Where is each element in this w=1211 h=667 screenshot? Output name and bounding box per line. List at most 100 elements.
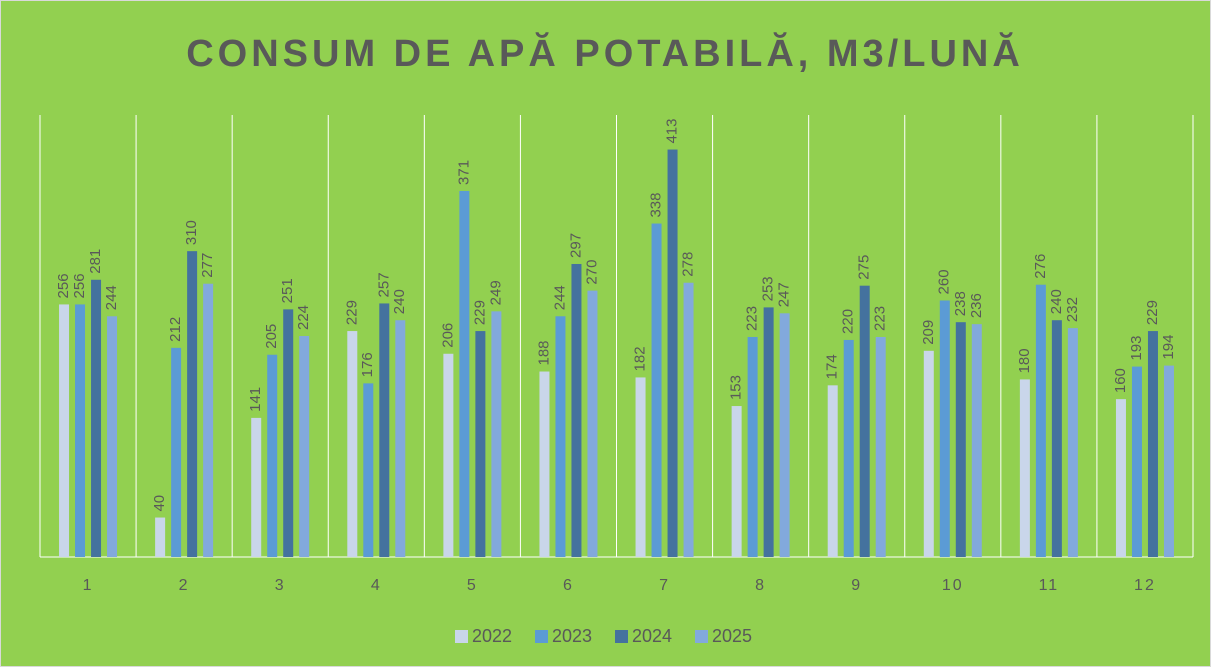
data-label: 270 bbox=[583, 260, 600, 285]
data-label: 413 bbox=[664, 119, 681, 144]
bar bbox=[187, 251, 198, 557]
data-label: 223 bbox=[744, 306, 761, 331]
data-label: 256 bbox=[55, 273, 72, 298]
data-label: 209 bbox=[920, 320, 937, 345]
legend-swatch bbox=[695, 630, 708, 643]
x-tick-label: 9 bbox=[851, 577, 862, 594]
bar bbox=[299, 336, 310, 557]
data-label: 297 bbox=[567, 233, 584, 258]
bar bbox=[1147, 331, 1158, 557]
bar bbox=[1019, 379, 1030, 557]
data-label: 188 bbox=[535, 340, 552, 365]
legend-label: 2024 bbox=[632, 626, 672, 646]
data-label: 247 bbox=[776, 282, 793, 307]
bar bbox=[731, 406, 742, 557]
data-label: 371 bbox=[455, 160, 472, 185]
x-tick-label: 6 bbox=[563, 577, 574, 594]
bar bbox=[971, 324, 982, 557]
data-label: 212 bbox=[167, 317, 184, 342]
data-label: 338 bbox=[648, 192, 665, 217]
bar bbox=[587, 290, 598, 557]
bar bbox=[635, 377, 646, 557]
data-label: 223 bbox=[872, 306, 889, 331]
bar bbox=[747, 336, 758, 557]
bar bbox=[1035, 284, 1046, 557]
bar bbox=[347, 331, 358, 557]
data-label: 180 bbox=[1016, 348, 1033, 373]
data-label: 224 bbox=[295, 305, 312, 330]
chart-title: CONSUM DE APĂ POTABILĂ, M3/LUNĂ bbox=[186, 31, 1024, 75]
x-tick-label: 8 bbox=[755, 577, 766, 594]
x-tick-label: 1 bbox=[83, 577, 94, 594]
data-label: 160 bbox=[1112, 368, 1129, 393]
data-label: 281 bbox=[87, 249, 104, 274]
data-label: 205 bbox=[263, 324, 280, 349]
bar bbox=[379, 303, 390, 557]
data-label: 141 bbox=[247, 387, 264, 412]
bar bbox=[555, 316, 566, 557]
bar bbox=[763, 307, 774, 557]
data-label: 229 bbox=[1144, 300, 1161, 325]
bar bbox=[683, 282, 694, 557]
data-label: 176 bbox=[359, 352, 376, 377]
data-label: 236 bbox=[968, 293, 985, 318]
x-tick-label: 4 bbox=[371, 577, 382, 594]
bar bbox=[395, 320, 406, 557]
data-label: 260 bbox=[936, 269, 953, 294]
data-label: 240 bbox=[391, 289, 408, 314]
data-label: 40 bbox=[151, 495, 168, 512]
bar bbox=[875, 336, 886, 557]
data-label: 276 bbox=[1032, 254, 1049, 279]
data-label: 251 bbox=[279, 278, 296, 303]
data-label: 253 bbox=[760, 276, 777, 301]
bar bbox=[283, 309, 294, 557]
data-label: 244 bbox=[103, 285, 120, 310]
bar bbox=[939, 300, 950, 557]
bar bbox=[251, 417, 262, 557]
x-tick-label: 3 bbox=[275, 577, 286, 594]
bar bbox=[843, 339, 854, 557]
bar bbox=[491, 311, 502, 557]
x-tick-label: 7 bbox=[659, 577, 670, 594]
bar bbox=[779, 313, 790, 557]
data-label: 229 bbox=[343, 300, 360, 325]
data-label: 174 bbox=[824, 354, 841, 379]
data-label: 310 bbox=[183, 220, 200, 245]
legend-swatch bbox=[535, 630, 548, 643]
bar bbox=[955, 322, 966, 557]
bar bbox=[363, 383, 374, 557]
legend-label: 2025 bbox=[712, 626, 752, 646]
bar bbox=[1115, 399, 1126, 557]
legend-swatch bbox=[455, 630, 468, 643]
bar bbox=[91, 279, 102, 557]
bar bbox=[59, 304, 70, 557]
bar bbox=[75, 304, 86, 557]
bar bbox=[539, 371, 550, 557]
bar bbox=[667, 149, 678, 557]
bar bbox=[923, 350, 934, 557]
legend-swatch bbox=[615, 630, 628, 643]
x-tick-label: 2 bbox=[179, 577, 190, 594]
legend-label: 2023 bbox=[552, 626, 592, 646]
data-label: 153 bbox=[728, 375, 745, 400]
bar bbox=[1163, 365, 1174, 557]
data-label: 182 bbox=[632, 346, 649, 371]
legend-label: 2022 bbox=[472, 626, 512, 646]
bar bbox=[475, 331, 486, 557]
bar bbox=[571, 263, 582, 557]
bar bbox=[107, 316, 118, 557]
bar bbox=[171, 347, 182, 557]
data-label: 278 bbox=[680, 252, 697, 277]
data-label: 220 bbox=[840, 309, 857, 334]
bar bbox=[203, 283, 214, 557]
bar bbox=[1067, 328, 1078, 557]
data-label: 244 bbox=[551, 285, 568, 310]
data-label: 275 bbox=[856, 255, 873, 280]
bar bbox=[1051, 320, 1062, 557]
data-label: 194 bbox=[1160, 335, 1177, 360]
x-tick-label: 5 bbox=[467, 577, 478, 594]
data-label: 257 bbox=[375, 272, 392, 297]
bar bbox=[1131, 366, 1142, 557]
